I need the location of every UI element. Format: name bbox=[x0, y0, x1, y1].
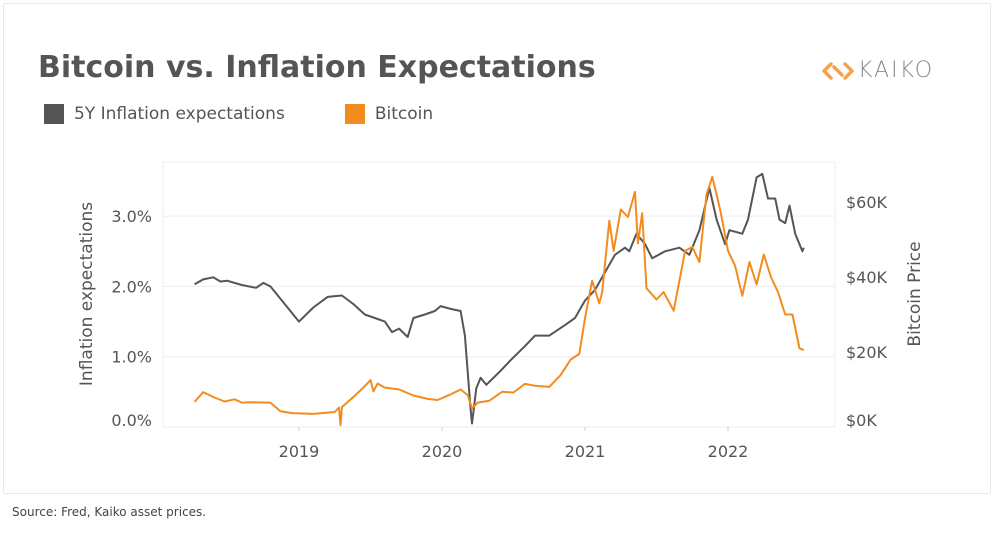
y2-tick-label: $20K bbox=[846, 343, 888, 362]
kaiko-logo: KAIKO bbox=[822, 58, 934, 83]
y2-tick-label: $0K bbox=[846, 411, 877, 430]
series-line-inflation bbox=[194, 172, 805, 425]
y-tick-label: 3.0% bbox=[111, 207, 152, 226]
y2-tick-label: $40K bbox=[846, 268, 888, 287]
legend-swatch-bitcoin bbox=[344, 104, 365, 124]
series-line-bitcoin bbox=[193, 175, 805, 427]
y-axis-label: Inflation expectations bbox=[77, 202, 97, 386]
source-note: Source: Fred, Kaiko asset prices. bbox=[12, 505, 207, 519]
legend-label: 5Y Inflation expectations bbox=[74, 104, 285, 124]
y-tick-label: 0.0% bbox=[111, 411, 152, 430]
plot-border bbox=[162, 161, 836, 428]
x-tick-label: 2020 bbox=[422, 442, 463, 461]
x-tick-label: 2022 bbox=[708, 442, 749, 461]
kaiko-logo-icon bbox=[822, 61, 854, 80]
logo-text: KAIKO bbox=[858, 58, 935, 83]
chart-frame bbox=[3, 3, 991, 494]
legend: 5Y Inflation expectations Bitcoin bbox=[44, 104, 433, 124]
x-tick-label: 2021 bbox=[565, 442, 606, 461]
x-tick-label: 2019 bbox=[279, 442, 320, 461]
chart-title: Bitcoin vs. Inflation Expectations bbox=[38, 50, 596, 85]
legend-label: Bitcoin bbox=[374, 104, 434, 124]
y2-axis-label: Bitcoin Price bbox=[905, 241, 925, 346]
y2-tick-label: $60K bbox=[846, 193, 888, 212]
legend-item-bitcoin[interactable]: Bitcoin bbox=[344, 104, 434, 124]
y-tick-label: 2.0% bbox=[111, 277, 152, 296]
y-tick-label: 1.0% bbox=[111, 348, 152, 367]
legend-item-inflation[interactable]: 5Y Inflation expectations bbox=[44, 104, 285, 124]
legend-swatch-inflation bbox=[44, 104, 64, 124]
